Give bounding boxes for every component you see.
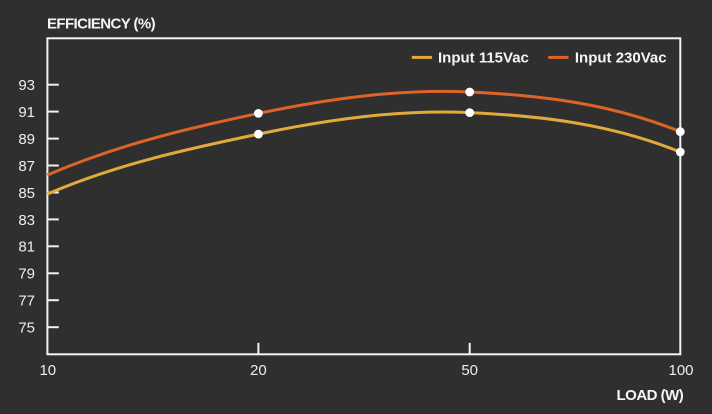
svg-text:85: 85 [18, 185, 35, 202]
svg-text:79: 79 [18, 266, 35, 283]
svg-text:Input 115Vac: Input 115Vac [438, 49, 529, 66]
svg-text:93: 93 [18, 77, 35, 94]
svg-text:87: 87 [18, 158, 35, 175]
svg-text:100: 100 [668, 362, 693, 379]
svg-text:89: 89 [18, 131, 35, 148]
svg-text:91: 91 [18, 104, 35, 121]
svg-text:LOAD (W): LOAD (W) [616, 387, 683, 404]
svg-text:75: 75 [18, 320, 35, 337]
svg-text:77: 77 [18, 293, 35, 310]
svg-text:Input 230Vac: Input 230Vac [575, 49, 667, 66]
svg-text:20: 20 [250, 362, 267, 379]
svg-text:50: 50 [461, 362, 478, 379]
svg-text:83: 83 [18, 212, 35, 229]
svg-text:81: 81 [18, 239, 35, 256]
svg-text:10: 10 [39, 362, 56, 379]
svg-text:EFFICIENCY (%): EFFICIENCY (%) [47, 16, 156, 33]
